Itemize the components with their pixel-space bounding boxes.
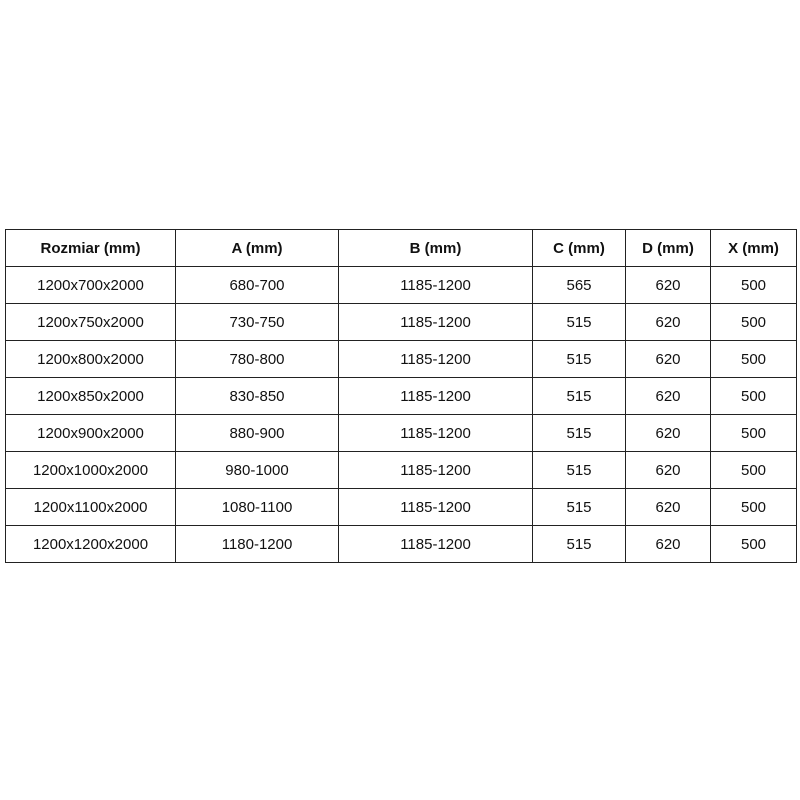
cell-size: 1200x1100x2000 [5,488,176,526]
header-row: Rozmiar (mm) A (mm) B (mm) C (mm) D (mm)… [5,229,797,267]
table-row: 1200x1200x2000 1180-1200 1185-1200 515 620 50… [5,525,797,563]
cell-x: 500 [710,414,797,452]
table-row: 1200x1100x2000 1080-1100 1185-1200 515 620 50… [5,488,797,526]
cell-c: 515 [532,414,626,452]
cell-size: 1200x700x2000 [5,266,176,304]
table-row: 1200x700x2000 680-700 1185-1200 565 620 500 [5,266,797,304]
cell-size: 1200x800x2000 [5,340,176,378]
table-row: 1200x1000x2000 980-1000 1185-1200 515 620 500 [5,451,797,489]
cell-x: 500 [710,451,797,489]
cell-a: 1080-1100 [175,488,339,526]
cell-c: 515 [532,525,626,563]
header-b: B (mm) [338,229,533,267]
cell-x: 500 [710,525,797,563]
cell-b: 1185-1200 [338,340,533,378]
cell-c: 515 [532,303,626,341]
cell-d: 620 [625,340,711,378]
cell-b: 1185-1200 [338,488,533,526]
header-size: Rozmiar (mm) [5,229,176,267]
cell-size: 1200x850x2000 [5,377,176,415]
cell-a: 730-750 [175,303,339,341]
cell-x: 500 [710,377,797,415]
cell-d: 620 [625,414,711,452]
cell-b: 1185-1200 [338,525,533,563]
cell-x: 500 [710,488,797,526]
cell-size: 1200x1000x2000 [5,451,176,489]
cell-c: 515 [532,451,626,489]
cell-a: 980-1000 [175,451,339,489]
cell-d: 620 [625,303,711,341]
table-row: 1200x900x2000 880-900 1185-1200 515 620 500 [5,414,797,452]
cell-d: 620 [625,525,711,563]
cell-b: 1185-1200 [338,303,533,341]
cell-a: 1180-1200 [175,525,339,563]
table-row: 1200x750x2000 730-750 1185-1200 515 620 500 [5,303,797,341]
cell-c: 515 [532,488,626,526]
cell-d: 620 [625,377,711,415]
cell-c: 565 [532,266,626,304]
cell-x: 500 [710,266,797,304]
cell-d: 620 [625,266,711,304]
cell-b: 1185-1200 [338,414,533,452]
header-x: X (mm) [710,229,797,267]
cell-d: 620 [625,488,711,526]
cell-b: 1185-1200 [338,451,533,489]
table-row: 1200x850x2000 830-850 1185-1200 515 620 500 [5,377,797,415]
cell-size: 1200x750x2000 [5,303,176,341]
cell-size: 1200x1200x2000 [5,525,176,563]
header-c: C (mm) [532,229,626,267]
cell-d: 620 [625,451,711,489]
cell-size: 1200x900x2000 [5,414,176,452]
cell-b: 1185-1200 [338,377,533,415]
cell-a: 680-700 [175,266,339,304]
header-d: D (mm) [625,229,711,267]
cell-c: 515 [532,340,626,378]
cell-a: 780-800 [175,340,339,378]
header-a: A (mm) [175,229,339,267]
cell-b: 1185-1200 [338,266,533,304]
dimensions-table: Rozmiar (mm) A (mm) B (mm) C (mm) D (mm)… [5,229,797,563]
cell-a: 880-900 [175,414,339,452]
cell-a: 830-850 [175,377,339,415]
cell-c: 515 [532,377,626,415]
table-row: 1200x800x2000 780-800 1185-1200 515 620 500 [5,340,797,378]
cell-x: 500 [710,340,797,378]
cell-x: 500 [710,303,797,341]
